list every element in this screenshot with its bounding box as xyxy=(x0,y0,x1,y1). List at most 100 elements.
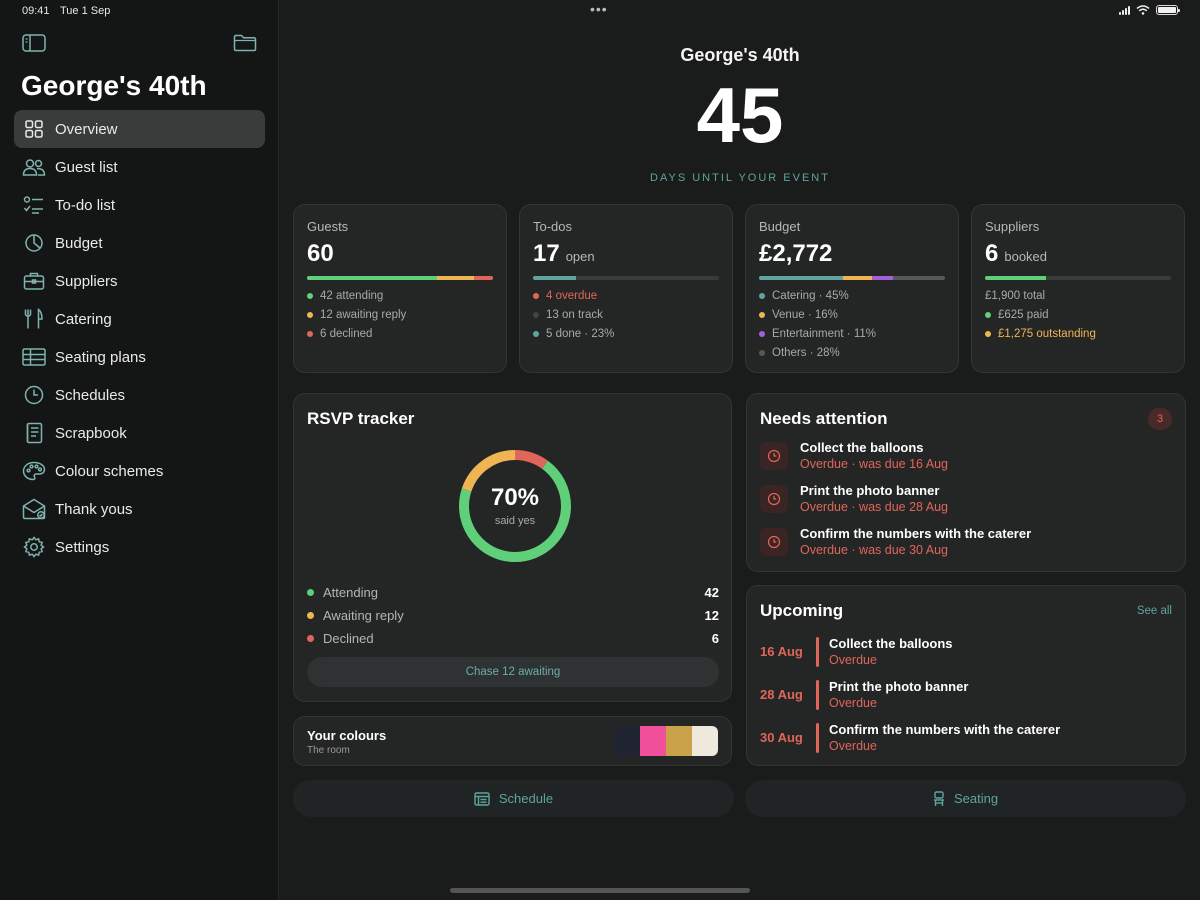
notebook-icon xyxy=(22,421,46,445)
chase-awaiting-button[interactable]: Chase 12 awaiting xyxy=(307,657,719,687)
clock-icon xyxy=(760,528,788,556)
rsvp-percent: 70% xyxy=(490,484,540,511)
suppliers-suffix: booked xyxy=(1004,249,1048,264)
palette-icon xyxy=(22,459,46,483)
see-all-link[interactable]: See all xyxy=(1136,605,1172,617)
sidebar-item-label: Catering xyxy=(55,310,112,328)
suppliers-count: 6 xyxy=(985,240,999,267)
pie-chart-icon xyxy=(22,231,46,255)
sidebar-item-seating-plans[interactable]: Seating plans xyxy=(14,338,265,376)
sidebar-item-colour-schemes[interactable]: Colour schemes xyxy=(14,452,265,490)
sidebar-item-label: Settings xyxy=(55,538,110,556)
grid-icon xyxy=(22,117,46,141)
sidebar-item-label: To-do list xyxy=(55,196,116,214)
legend-item: 13 on track xyxy=(533,305,719,324)
sidebar-item-label: Overview xyxy=(55,120,118,138)
legend-item: £1,900 total xyxy=(985,289,1046,302)
upcoming-card: Upcoming See all 16 Aug Collect the ball… xyxy=(746,585,1186,766)
countdown-label: DAYS UNTIL YOUR EVENT xyxy=(650,172,830,184)
legend-item: Venue · 16% xyxy=(759,305,945,324)
status-time: 09:41 xyxy=(22,5,50,17)
fork-knife-icon xyxy=(22,307,46,331)
todos-card[interactable]: To-dos 17 open 4 overdue 13 on track 5 do… xyxy=(519,204,733,373)
schedule-icon xyxy=(474,791,490,806)
upcoming-item[interactable]: 30 Aug Confirm the numbers with the cate… xyxy=(760,722,1061,753)
main-content: George's 40th 45 DAYS UNTIL YOUR EVENT G… xyxy=(280,0,1200,900)
attention-item[interactable]: Confirm the numbers with the caterer Over… xyxy=(760,525,1031,568)
card-label: To-dos xyxy=(533,219,573,234)
legend-item: 42 attending xyxy=(307,286,493,305)
card-label: Suppliers xyxy=(985,219,1040,234)
legend-item: 4 overdue xyxy=(533,286,719,305)
seating-button[interactable]: Seating xyxy=(745,780,1186,817)
sidebar: George's 40th Overview Guest list To-do … xyxy=(0,0,279,900)
wifi-icon xyxy=(1136,5,1150,15)
sidebar-item-thank-yous[interactable]: Thank yous xyxy=(14,490,265,528)
sidebar-item-budget[interactable]: Budget xyxy=(14,224,265,262)
rsvp-tracker-card: RSVP tracker 70% said yes Attending 42 Aw… xyxy=(293,393,732,702)
card-title: RSVP tracker xyxy=(307,409,415,428)
todos-count: 17 xyxy=(533,240,560,267)
needs-attention-card: Needs attention 3 Collect the balloons Ov… xyxy=(746,393,1186,572)
card-title: Upcoming xyxy=(760,601,844,620)
sidebar-item-label: Colour schemes xyxy=(55,462,164,480)
battery-icon xyxy=(1156,5,1180,15)
schedule-button[interactable]: Schedule xyxy=(293,780,734,817)
legend-item: Others · 28% xyxy=(759,343,945,362)
countdown-days: 45 xyxy=(696,71,784,159)
legend-item: Catering · 45% xyxy=(759,286,945,305)
guests-progress-bar xyxy=(307,276,493,280)
sidebar-item-label: Budget xyxy=(55,234,103,252)
attention-item[interactable]: Print the photo banner Overdue · was due … xyxy=(760,482,1031,525)
rsvp-row-declined: Declined 6 xyxy=(307,627,719,650)
sidebar-item-scrapbook[interactable]: Scrapbook xyxy=(14,414,265,452)
suppliers-card[interactable]: Suppliers 6 booked £1,900 total £625 paid… xyxy=(971,204,1185,373)
guests-card[interactable]: Guests 60 42 attending 12 awaiting reply… xyxy=(293,204,507,373)
upcoming-item[interactable]: 28 Aug Print the photo banner Overdue xyxy=(760,679,969,710)
checklist-icon xyxy=(22,193,46,217)
sidebar-nav: Overview Guest list To-do list Budget Su… xyxy=(14,110,265,566)
sidebar-item-label: Scrapbook xyxy=(55,424,127,442)
budget-breakdown-bar xyxy=(759,276,945,280)
sidebar-item-guest-list[interactable]: Guest list xyxy=(14,148,265,186)
colours-card[interactable]: Your colours The room xyxy=(293,716,732,766)
sidebar-item-label: Schedules xyxy=(55,386,126,404)
colours-title: Your colours xyxy=(307,728,387,743)
legend-item: 12 awaiting reply xyxy=(307,305,493,324)
home-indicator[interactable] xyxy=(450,888,750,893)
people-icon xyxy=(22,155,46,179)
legend-item: Entertainment · 11% xyxy=(759,324,945,343)
seating-button-label: Seating xyxy=(953,791,999,806)
upcoming-item[interactable]: 16 Aug Collect the balloons Overdue xyxy=(760,636,953,667)
rsvp-donut-chart xyxy=(459,450,571,562)
folder-icon[interactable] xyxy=(233,34,257,52)
multitasking-dots[interactable]: ••• xyxy=(590,1,608,17)
legend-item: 5 done · 23% xyxy=(533,324,719,343)
legend-item: £625 paid xyxy=(985,305,1171,324)
budget-total: £2,772 xyxy=(759,240,833,267)
chair-icon xyxy=(933,790,944,806)
schedule-button-label: Schedule xyxy=(498,791,554,806)
status-date: Tue 1 Sep xyxy=(60,5,111,17)
card-title: Needs attention xyxy=(760,409,888,428)
suppliers-progress-bar xyxy=(985,276,1171,280)
sidebar-item-catering[interactable]: Catering xyxy=(14,300,265,338)
envelope-icon xyxy=(22,497,46,521)
card-label: Guests xyxy=(307,219,349,234)
event-title: George's 40th xyxy=(680,45,800,65)
budget-card[interactable]: Budget £2,772 Catering · 45% Venue · 16%… xyxy=(745,204,959,373)
clock-icon xyxy=(22,383,46,407)
attention-item[interactable]: Collect the balloons Overdue · was due 16… xyxy=(760,439,1031,482)
todos-suffix: open xyxy=(565,249,595,264)
legend-item: £1,275 outstanding xyxy=(985,324,1171,343)
sidebar-item-schedules[interactable]: Schedules xyxy=(14,376,265,414)
sidebar-item-overview[interactable]: Overview xyxy=(14,110,265,148)
sidebar-item-suppliers[interactable]: Suppliers xyxy=(14,262,265,300)
signal-icon xyxy=(1119,5,1130,15)
colours-subtitle: The room xyxy=(307,745,350,756)
sidebar-item-settings[interactable]: Settings xyxy=(14,528,265,566)
sidebar-toggle-icon[interactable] xyxy=(22,34,46,52)
briefcase-icon xyxy=(22,269,46,293)
sidebar-item-todo-list[interactable]: To-do list xyxy=(14,186,265,224)
sidebar-item-label: Thank yous xyxy=(55,500,133,518)
